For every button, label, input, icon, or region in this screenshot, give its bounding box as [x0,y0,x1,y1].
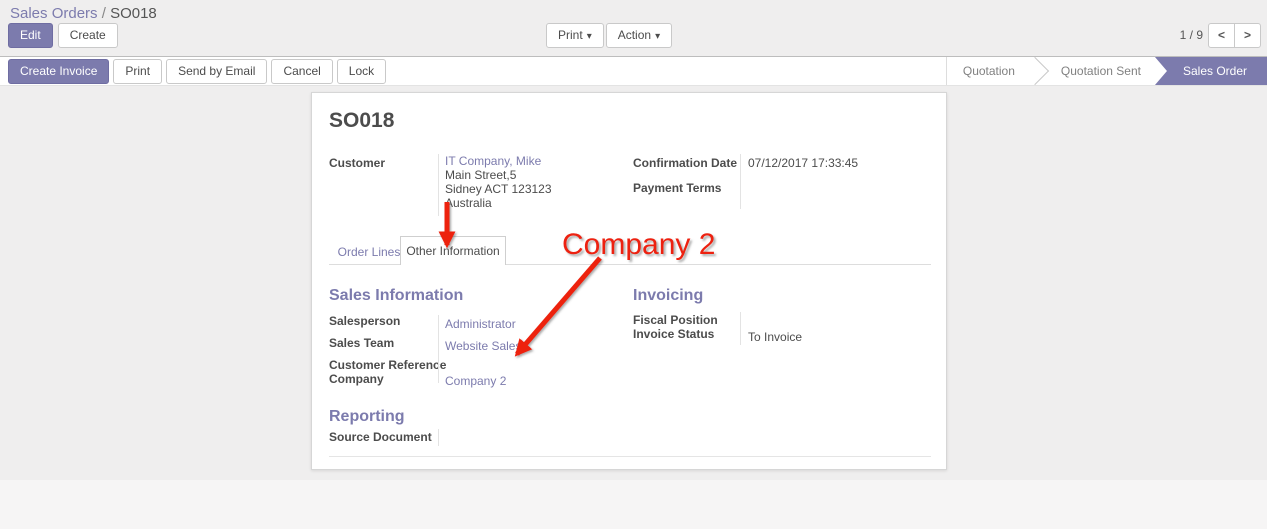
company-label: Company [329,372,384,386]
stage-quotation-sent[interactable]: Quotation Sent [1060,64,1141,78]
salesperson-label: Salesperson [329,314,401,328]
tab-other-information[interactable]: Other Information [400,236,506,265]
print-dropdown[interactable]: Print ▾ [546,23,604,48]
action-buttons: Create Invoice Print Send by Email Cance… [8,59,387,84]
field-separator [438,429,439,446]
pager-buttons: < > [1208,23,1261,48]
field-separator [438,315,439,383]
statusbar-toolbar: Create Invoice Print Send by Email Cance… [0,56,1267,86]
invoice-status-label: Invoice Status [633,327,715,341]
status-pipeline: Quotation Quotation Sent Sales Order [945,57,1267,85]
invoice-status-value: To Invoice [748,330,803,344]
lock-button[interactable]: Lock [336,59,387,84]
sales-information-heading: Sales Information [329,287,464,304]
tab-rule [329,264,931,265]
control-panel: Sales Orders / SO018 Edit Create Print ▾ … [0,0,1267,56]
field-separator [438,154,439,216]
field-separator [740,154,741,209]
payment-terms-label: Payment Terms [633,181,722,195]
order-title: SO018 [329,109,395,132]
invoicing-heading: Invoicing [633,287,704,304]
customer-address-line: Sidney ACT 123123 [445,182,552,196]
reporting-heading: Reporting [329,408,405,425]
breadcrumb-sales-orders-link[interactable]: Sales Orders [10,5,98,22]
stage-chevron-icon [1031,57,1045,85]
fiscal-position-label: Fiscal Position [633,313,718,327]
cancel-button[interactable]: Cancel [271,59,333,84]
source-document-label: Source Document [329,430,432,444]
customer-address-line: Australia [445,196,492,210]
breadcrumb: Sales Orders / SO018 [10,5,157,22]
create-invoice-button[interactable]: Create Invoice [8,59,110,84]
salesperson-link[interactable]: Administrator [445,317,516,331]
customer-address-line: Main Street,5 [445,168,517,182]
header-buttons: Edit Create [8,23,118,48]
breadcrumb-separator: / [101,5,106,22]
sidebar-dropdowns: Print ▾ Action ▾ [546,23,673,48]
field-separator [740,312,741,345]
sales-team-label: Sales Team [329,336,395,350]
chatter-bar: New message Log an internal note ✓ Follo… [0,480,1267,529]
confirmation-date-value: 07/12/2017 17:33:45 [748,156,859,170]
create-button[interactable]: Create [57,23,118,48]
breadcrumb-current: SO018 [110,5,157,22]
stage-sales-order-active[interactable]: Sales Order [1154,57,1267,85]
action-dropdown[interactable]: Action ▾ [605,23,673,48]
pager-previous-button[interactable]: < [1208,23,1235,48]
caret-down-icon: ▾ [655,31,661,42]
print-button[interactable]: Print [113,59,163,84]
customer-reference-label: Customer Reference [329,358,447,372]
send-by-email-button[interactable]: Send by Email [166,59,268,84]
customer-label: Customer [329,156,386,170]
form-sheet: SO018 Customer IT Company, Mike Main Str… [311,92,947,470]
stage-quotation[interactable]: Quotation [962,64,1015,78]
confirmation-date-label: Confirmation Date [633,156,738,170]
customer-link[interactable]: IT Company, Mike [445,154,542,168]
pager-counter: 1 / 9 [1179,28,1203,42]
tab-order-lines[interactable]: Order Lines [337,245,401,259]
company-link[interactable]: Company 2 [445,374,507,388]
edit-button[interactable]: Edit [8,23,53,48]
pager-next-button[interactable]: > [1234,23,1261,48]
caret-down-icon: ▾ [586,31,592,42]
sheet-bottom-rule [329,456,931,457]
sales-team-link[interactable]: Website Sales [445,339,522,353]
